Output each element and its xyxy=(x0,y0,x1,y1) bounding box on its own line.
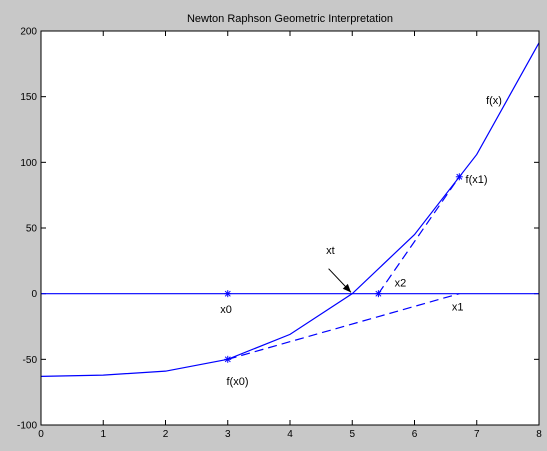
star-marker-stroke xyxy=(224,290,231,297)
star-marker xyxy=(455,173,463,181)
axes-frame xyxy=(40,30,540,426)
x-tick-label: 6 xyxy=(412,429,418,440)
x-tick-label: 0 xyxy=(38,429,44,440)
x-tick-label: 5 xyxy=(349,429,355,440)
x-tick-label: 8 xyxy=(536,429,542,440)
y-tick-label: 200 xyxy=(20,27,37,38)
star-marker xyxy=(224,290,232,298)
y-tick-label: -100 xyxy=(17,421,37,432)
annotation-label: f(x0) xyxy=(227,376,249,388)
star-marker xyxy=(224,355,232,363)
annotation-label: x2 xyxy=(395,278,407,290)
axes-background xyxy=(41,31,539,425)
x-tick-label: 3 xyxy=(225,429,231,440)
star-marker-stroke xyxy=(224,356,231,363)
annotation-label: f(x) xyxy=(486,95,502,107)
annotation-label: xt xyxy=(326,245,335,257)
arrow-head xyxy=(342,283,352,293)
annotation-label: x1 xyxy=(452,301,464,313)
y-tick-label: 100 xyxy=(20,158,37,169)
series-line-2 xyxy=(227,293,460,360)
y-tick-label: 50 xyxy=(26,224,38,235)
y-tick-label: 0 xyxy=(31,289,37,300)
annotation-label: x0 xyxy=(220,304,232,316)
markers-group xyxy=(224,173,463,363)
star-marker xyxy=(374,290,382,298)
series-line-3 xyxy=(377,176,460,295)
series-group xyxy=(40,42,540,378)
x-tick-label: 1 xyxy=(100,429,106,440)
x-tick-label: 4 xyxy=(287,429,293,440)
annotations-group: f(x) f(x1) xt x2 x0 x1 f(x0) xyxy=(220,95,502,388)
series-line-0 xyxy=(40,42,540,378)
x-tick-label: 7 xyxy=(474,429,480,440)
star-marker-stroke xyxy=(456,173,463,180)
y-tick-label: -50 xyxy=(23,355,38,366)
annotation-label: f(x1) xyxy=(466,174,488,186)
chart-title: Newton Raphson Geometric Interpretation xyxy=(187,13,393,25)
y-tick-label: 150 xyxy=(20,92,37,103)
star-marker-stroke xyxy=(375,290,382,297)
x-tick-label: 2 xyxy=(163,429,169,440)
